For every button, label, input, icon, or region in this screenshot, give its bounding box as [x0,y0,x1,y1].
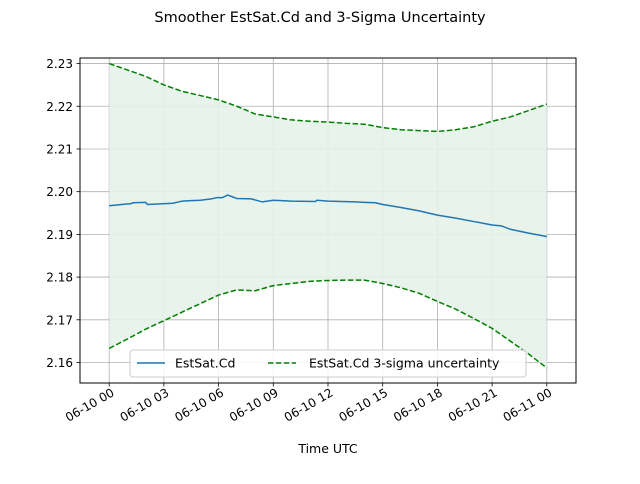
x-tick-label: 06-10 00 [63,385,117,424]
chart-title: Smoother EstSat.Cd and 3-Sigma Uncertain… [154,10,486,26]
x-tick-label: 06-10 21 [446,385,500,424]
legend-box [129,349,527,378]
y-tick-label: 2.23 [46,57,73,71]
y-tick-label: 2.22 [46,100,73,114]
uncertainty-band [109,63,547,369]
y-tick-label: 2.19 [46,228,73,242]
series-lines [108,62,548,369]
legend-label-estsat-cd: EstSat.Cd [175,356,235,371]
x-tick-label: 06-11 00 [501,385,555,424]
x-tick-label: 06-10 03 [118,385,172,424]
y-tick-label: 2.21 [46,142,73,156]
y-tick-label: 2.18 [46,271,73,285]
y-tick-label: 2.17 [46,313,73,327]
legend: EstSat.Cd EstSat.Cd 3-sigma uncertainty [129,349,527,378]
x-axis: 06-10 00 06-10 03 06-10 06 06-10 09 06-10 12… [63,383,554,425]
x-tick-label: 06-10 12 [282,385,336,424]
y-tick-label: 2.16 [46,356,73,370]
estsat-cd-line [109,194,547,238]
sigma-upper-line [108,62,548,133]
legend-label-sigma: EstSat.Cd 3-sigma uncertainty [309,356,500,371]
y-axis: 2.16 2.17 2.18 2.19 2.20 2.21 2.22 2.23 [46,57,80,370]
x-tick-label: 06-10 15 [336,385,390,424]
sigma-fill-area [109,63,547,369]
x-tick-label: 06-10 09 [227,385,281,424]
x-tick-label: 06-10 18 [391,385,445,424]
y-tick-label: 2.20 [46,185,73,199]
sigma-lower-line [108,279,548,369]
x-tick-label: 06-10 06 [172,385,226,424]
x-axis-label: Time UTC [297,441,358,456]
